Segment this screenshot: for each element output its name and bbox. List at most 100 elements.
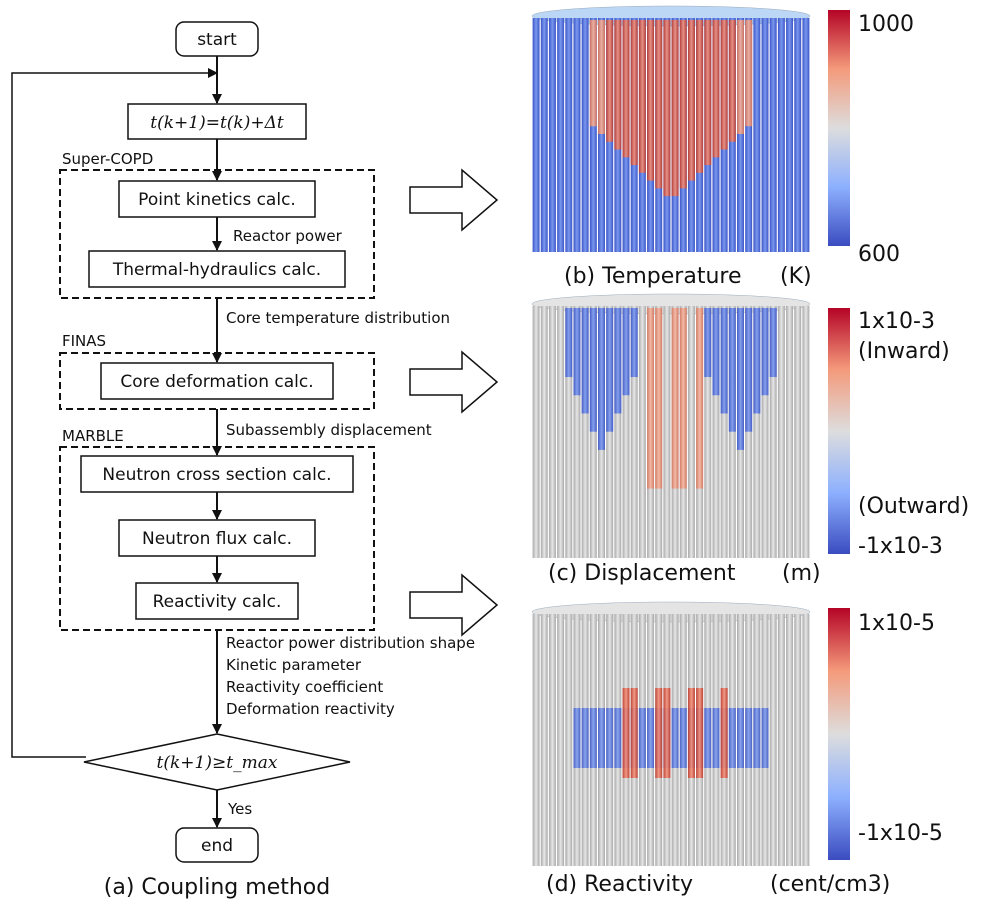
displacement-min: -1x10-3 xyxy=(858,534,943,559)
core-rod-outward-segment xyxy=(753,308,760,413)
label-output-2: Kinetic parameter xyxy=(226,656,362,674)
core-rod-hot-segment xyxy=(663,20,670,196)
reactivity-max: 1x10-5 xyxy=(858,611,935,636)
panel-reactivity: 1x10-5 -1x10-5 (d) Reactivity (cent/cm3) xyxy=(532,602,943,897)
core-rod-hot-segment xyxy=(680,20,687,188)
core-rod xyxy=(573,18,580,252)
core-rod-positive-segment xyxy=(721,688,728,778)
core-rod xyxy=(663,306,670,558)
panel-displacement: 1x10-3 (Inward) (Outward) -1x10-3 (c) Di… xyxy=(532,294,969,586)
core-rod-negative-segment xyxy=(745,708,752,768)
core-rod-outward-segment xyxy=(623,308,630,395)
core-rod-negative-segment xyxy=(737,708,744,768)
core-rod xyxy=(557,18,564,252)
core-rod-outward-segment xyxy=(762,308,769,395)
core-rod-negative-segment xyxy=(573,708,580,768)
core-rod xyxy=(753,18,760,252)
label-point-kinetics: Point kinetics calc. xyxy=(138,190,296,210)
core-rod-negative-segment xyxy=(639,708,646,768)
core-rod-inward-segment xyxy=(655,308,662,489)
core-rod-inward-segment xyxy=(680,308,687,489)
label-reactivity: Reactivity calc. xyxy=(153,592,282,612)
reactivity-colorbar xyxy=(828,608,850,860)
core-rod-outward-segment xyxy=(565,308,572,377)
displacement-core-image xyxy=(532,294,810,558)
core-rod-positive-segment xyxy=(655,688,662,778)
displacement-max-note: (Inward) xyxy=(858,339,950,364)
core-rod-hot-segment xyxy=(598,20,605,134)
core-rod-hot-segment xyxy=(696,20,703,173)
core-rod-negative-segment xyxy=(598,708,605,768)
label-yes: Yes xyxy=(227,800,252,818)
core-rod-negative-segment xyxy=(704,708,711,768)
core-rod xyxy=(565,18,572,252)
core-rod xyxy=(786,18,793,252)
core-rod xyxy=(688,306,695,558)
label-neutron-flux: Neutron flux calc. xyxy=(142,529,292,549)
core-rod xyxy=(557,306,564,558)
displacement-colorbar xyxy=(828,308,850,554)
group-label-super-copd: Super-COPD xyxy=(62,150,153,168)
panel-temperature: 1000 600 (b) Temperature (K) xyxy=(532,6,914,289)
displacement-min-note: (Outward) xyxy=(858,494,969,519)
core-rod-inward-segment xyxy=(696,308,703,489)
core-rod-positive-segment xyxy=(663,688,670,778)
core-rod xyxy=(565,614,572,866)
core-rod-outward-segment xyxy=(704,308,711,377)
core-rod xyxy=(533,18,540,252)
core-rod-outward-segment xyxy=(770,308,777,377)
core-rod-hot-segment xyxy=(647,20,654,181)
core-rod-hot-segment xyxy=(704,20,711,165)
temperature-min: 600 xyxy=(858,242,900,267)
label-reactor-power: Reactor power xyxy=(233,227,343,245)
core-rod xyxy=(802,614,809,866)
core-rod-negative-segment xyxy=(680,708,687,768)
label-thermal-hydraulics: Thermal-hydraulics calc. xyxy=(112,260,321,280)
group-label-marble: MARBLE xyxy=(62,427,124,445)
time-step-label: t(k+1)=t(k)+Δt xyxy=(150,113,284,133)
label-core-temp: Core temperature distribution xyxy=(226,309,450,327)
core-rod-positive-segment xyxy=(696,688,703,778)
core-rod-hot-segment xyxy=(614,20,621,150)
core-rod xyxy=(582,18,589,252)
core-rod xyxy=(778,306,785,558)
core-rod-negative-segment xyxy=(762,708,769,768)
core-rod xyxy=(778,18,785,252)
group-label-finas: FINAS xyxy=(62,332,106,350)
core-rod xyxy=(786,306,793,558)
core-rod xyxy=(557,614,564,866)
core-rod xyxy=(786,614,793,866)
core-rod xyxy=(541,614,548,866)
core-rod-positive-segment xyxy=(623,688,630,778)
core-rod-outward-segment xyxy=(606,308,613,432)
block-arrow-temperature xyxy=(410,170,497,230)
unit-displacement: (m) xyxy=(782,561,821,586)
core-rod xyxy=(541,18,548,252)
label-output-4: Deformation reactivity xyxy=(226,700,395,718)
core-rod xyxy=(549,306,556,558)
reactivity-core-image xyxy=(532,602,810,866)
core-rod-positive-segment xyxy=(688,688,695,778)
core-rod xyxy=(639,306,646,558)
core-rod-hot-segment xyxy=(721,20,728,150)
core-rod xyxy=(549,18,556,252)
core-rod xyxy=(533,306,540,558)
core-rod-hot-segment xyxy=(606,20,613,142)
core-rod-hot-segment xyxy=(745,20,752,126)
core-rod-outward-segment xyxy=(614,308,621,413)
core-rod-outward-segment xyxy=(712,308,719,395)
core-rod xyxy=(770,614,777,866)
core-rod-outward-segment xyxy=(590,308,597,432)
core-rod-negative-segment xyxy=(712,708,719,768)
core-rod-outward-segment xyxy=(573,308,580,395)
caption-coupling-method: (a) Coupling method xyxy=(104,875,330,900)
reactivity-min: -1x10-5 xyxy=(858,821,943,846)
core-rod-inward-segment xyxy=(672,308,679,489)
core-rod-hot-segment xyxy=(712,20,719,157)
label-neutron-xs: Neutron cross section calc. xyxy=(102,465,331,485)
unit-temperature: (K) xyxy=(780,264,812,289)
temperature-max: 1000 xyxy=(858,12,914,37)
core-rod-hot-segment xyxy=(672,20,679,196)
core-rod-negative-segment xyxy=(729,708,736,768)
core-rod-hot-segment xyxy=(623,20,630,157)
